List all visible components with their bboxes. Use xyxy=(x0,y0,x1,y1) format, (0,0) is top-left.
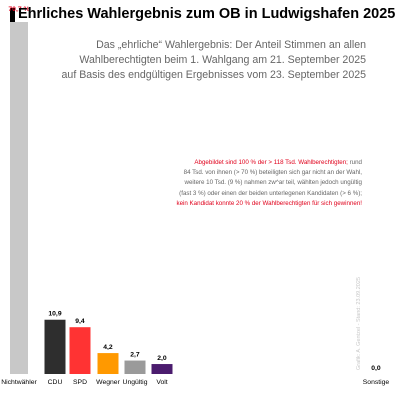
data-label: 2,7 xyxy=(130,352,140,359)
note-text: rund xyxy=(347,159,362,166)
data-label: 9,4 xyxy=(75,318,85,325)
chart-subtitle: Das „ehrliche“ Wahlergebnis: Der Anteil … xyxy=(46,38,366,83)
data-label: 70,7 % xyxy=(8,6,29,13)
subtitle-line: Das „ehrliche“ Wahlergebnis: Der Anteil … xyxy=(96,39,366,51)
chart-title: Ehrliches Wahlergebnis zum OB in Ludwigs… xyxy=(18,6,396,22)
category-label: Sonstige xyxy=(363,379,390,386)
bar-nichtwähler xyxy=(10,22,28,374)
bar-cdu xyxy=(44,319,66,374)
title-accent-bar xyxy=(10,8,15,30)
note-text: 84 Tsd. von ihnen (> 70 %) beteiligten s… xyxy=(183,169,362,177)
data-label: 10,9 xyxy=(48,311,61,318)
category-label: Volt xyxy=(156,379,167,386)
data-label: 2,0 xyxy=(157,355,167,362)
category-label: Nichtwähler xyxy=(1,379,37,386)
note-highlight: kein Kandidat konnte 20 % der Wahlberech… xyxy=(176,199,362,207)
subtitle-line: auf Basis des endgültigen Ergebnisses vo… xyxy=(61,69,366,81)
subtitle-line: Wahlberechtigten beim 1. Wahlgang am 21.… xyxy=(79,54,366,66)
credit-text: Grafik: A. Gentzel - Stand: 23.09.2025 xyxy=(356,277,362,370)
category-label: Wegner xyxy=(96,379,120,386)
note-text: weitere 10 Tsd. (9 %) nahmen zw^ar teil,… xyxy=(184,179,362,187)
category-label: Ungültig xyxy=(123,379,148,386)
data-label: 0,0 xyxy=(371,365,381,372)
bar-spd xyxy=(69,327,91,374)
explanatory-note: Abgebildet sind 100 % der > 118 Tsd. Wah… xyxy=(100,158,362,209)
note-text: (fast 3 %) oder einen der beiden unterle… xyxy=(179,189,362,197)
data-label: 4,2 xyxy=(103,344,113,351)
note-highlight: Abgebildet sind 100 % der > 118 Tsd. Wah… xyxy=(194,159,348,166)
category-label: CDU xyxy=(48,379,63,386)
category-label: SPD xyxy=(73,379,87,386)
bar-volt xyxy=(151,364,173,374)
bar-wegner xyxy=(97,353,119,374)
bar-ungültig xyxy=(124,360,146,374)
